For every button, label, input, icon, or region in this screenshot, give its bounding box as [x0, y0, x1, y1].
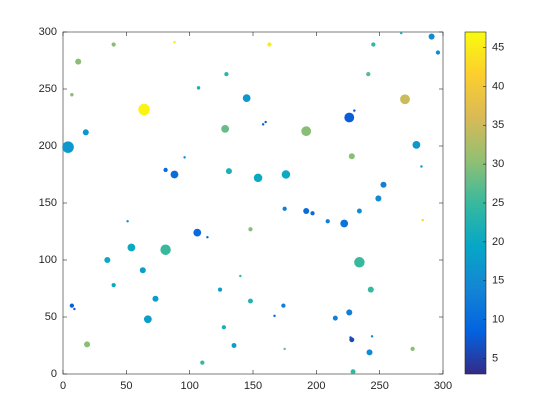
point: [200, 360, 205, 365]
point: [82, 129, 89, 136]
point: [206, 235, 209, 239]
point: [340, 219, 349, 228]
point: [435, 50, 441, 55]
point: [111, 42, 116, 47]
point: [412, 140, 421, 149]
point: [160, 244, 171, 255]
point: [283, 347, 286, 351]
point: [370, 335, 374, 338]
colorbar-tick-label: 35: [492, 119, 504, 131]
point: [410, 346, 415, 352]
point: [349, 337, 355, 343]
point: [248, 298, 253, 304]
x-tick-label: 150: [244, 380, 262, 392]
point: [421, 218, 424, 222]
point: [152, 295, 159, 302]
point: [127, 243, 136, 252]
point: [217, 287, 223, 292]
colorbar-tick-label: 30: [492, 158, 504, 170]
x-tick-label: 250: [370, 380, 388, 392]
colorbar-tick-label: 15: [492, 275, 504, 287]
point: [221, 325, 226, 330]
point: [62, 141, 74, 153]
point: [353, 109, 356, 112]
point: [170, 170, 179, 179]
colorbar-tick-label: 20: [492, 236, 504, 248]
point: [399, 31, 403, 35]
x-tick-label: 50: [120, 380, 132, 392]
y-tick-label: 250: [39, 83, 57, 95]
point: [350, 369, 356, 375]
point: [69, 303, 74, 308]
colorbar: [464, 31, 487, 375]
point: [183, 156, 186, 159]
point: [221, 125, 230, 133]
point: [239, 274, 242, 278]
colorbar-tick-label: 5: [492, 352, 498, 364]
point: [193, 228, 202, 237]
point: [267, 42, 272, 47]
point: [332, 315, 338, 321]
x-tick-label: 200: [307, 380, 325, 392]
point: [111, 282, 116, 288]
point: [126, 220, 129, 223]
point: [224, 72, 229, 77]
colorbar-tick-label: 45: [492, 41, 504, 53]
point: [261, 123, 265, 126]
point: [163, 167, 168, 173]
point: [281, 303, 286, 308]
point: [281, 170, 291, 179]
point: [104, 256, 111, 264]
point: [325, 219, 330, 224]
point: [196, 86, 201, 90]
y-tick-label: 100: [39, 254, 57, 266]
point: [366, 72, 371, 77]
point: [242, 94, 251, 103]
point: [231, 343, 237, 348]
y-tick-label: 200: [39, 140, 57, 152]
colorbar-tick-label: 40: [492, 80, 504, 92]
point: [84, 341, 91, 348]
point: [173, 41, 176, 44]
point: [253, 173, 263, 183]
point: [282, 206, 287, 211]
point: [354, 257, 365, 268]
point: [420, 165, 423, 168]
colorbar-tick-label: 10: [492, 313, 504, 325]
point: [143, 315, 152, 324]
y-tick-label: 50: [45, 311, 57, 323]
point: [248, 227, 253, 232]
x-tick-label: 100: [180, 380, 198, 392]
point: [344, 112, 355, 123]
x-tick-label: 300: [434, 380, 452, 392]
colorbar-tick-label: 25: [492, 197, 504, 209]
point: [367, 286, 374, 293]
point: [73, 307, 76, 311]
point: [366, 349, 373, 356]
point: [371, 42, 376, 47]
y-tick-label: 0: [51, 368, 57, 380]
point: [138, 103, 150, 116]
point: [139, 267, 146, 274]
point: [273, 314, 276, 318]
point: [346, 309, 353, 316]
point: [356, 208, 362, 214]
x-tick-label: 0: [60, 380, 66, 392]
point: [303, 207, 310, 214]
point: [70, 92, 74, 97]
point: [348, 153, 355, 160]
y-tick-label: 300: [39, 26, 57, 38]
point: [310, 211, 315, 216]
point: [225, 168, 232, 175]
point: [75, 58, 82, 65]
point: [301, 126, 312, 137]
plot-area: [62, 31, 444, 375]
point: [428, 33, 435, 40]
point: [400, 94, 410, 105]
point: [375, 195, 382, 202]
y-tick-label: 150: [39, 197, 57, 209]
point: [380, 181, 387, 188]
point: [264, 120, 267, 124]
